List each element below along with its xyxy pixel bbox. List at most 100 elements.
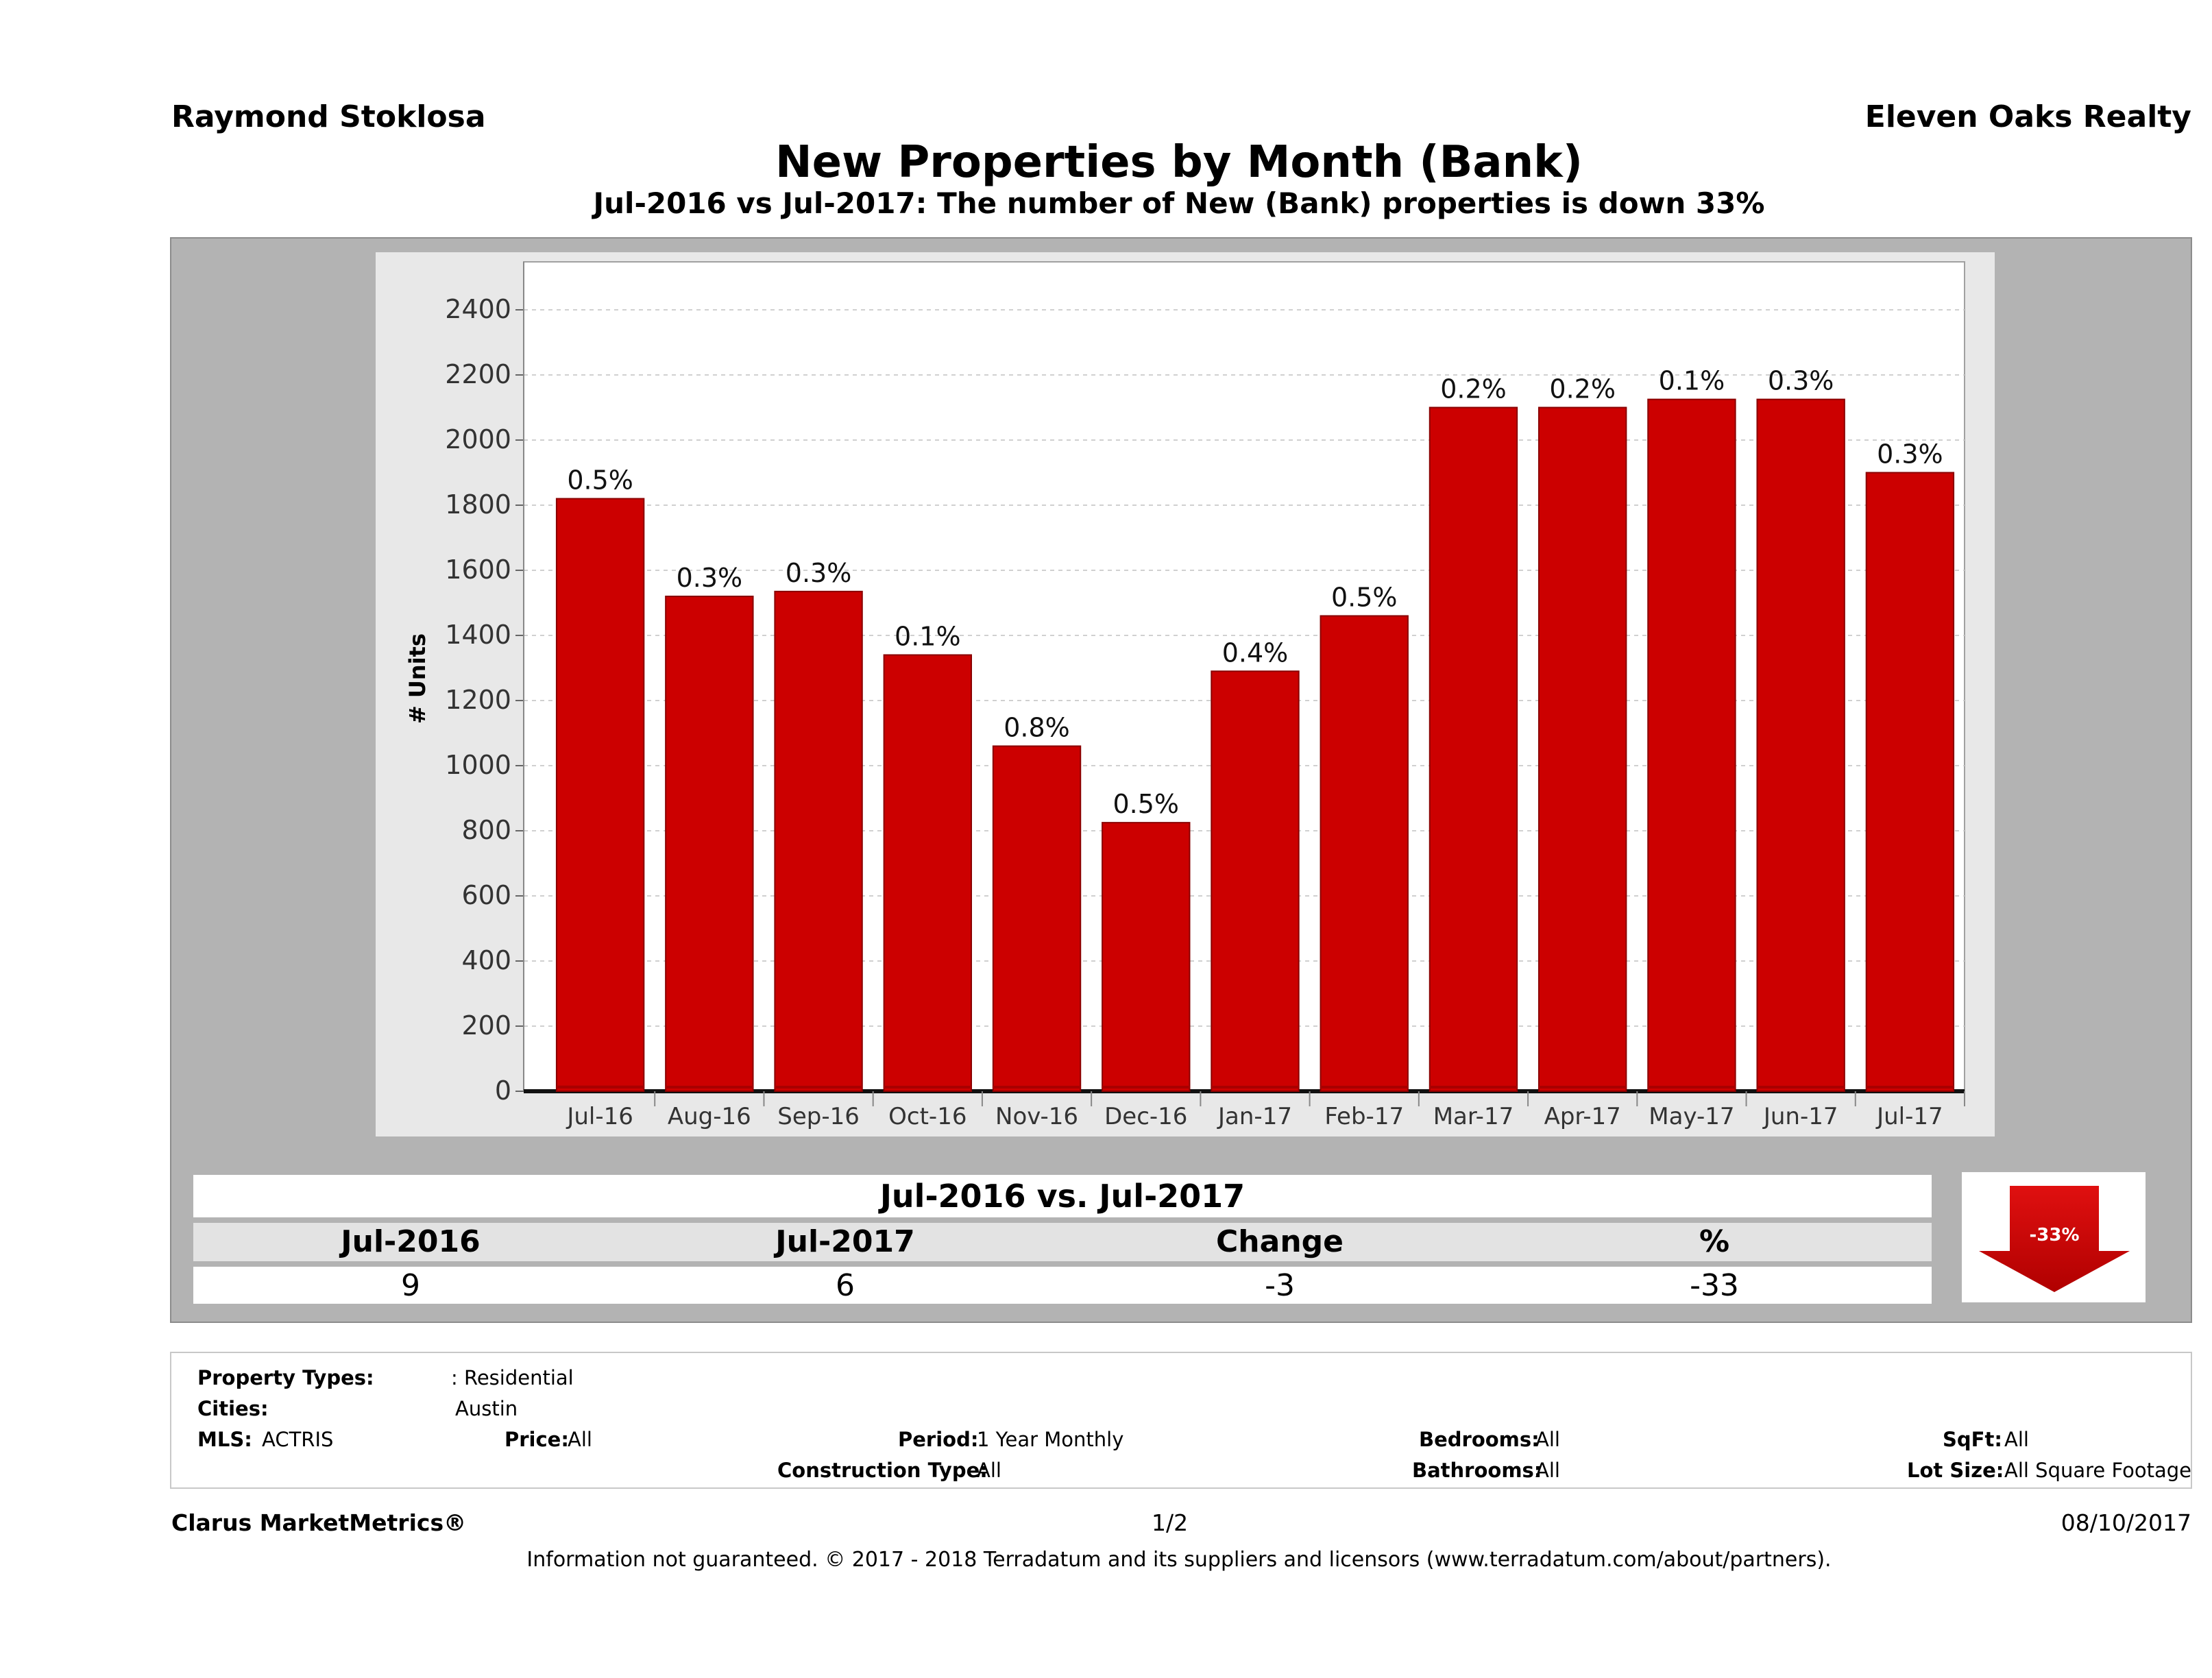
bar-bank-segment bbox=[666, 1086, 753, 1089]
bar bbox=[555, 498, 645, 1092]
comparison-value-jul2017: 6 bbox=[836, 1268, 855, 1303]
bar bbox=[992, 745, 1082, 1092]
bar bbox=[1320, 615, 1409, 1092]
bar-bank-segment bbox=[1648, 1086, 1736, 1089]
period-label: Period: bbox=[898, 1428, 979, 1451]
x-tick-label: Aug-16 bbox=[668, 1103, 751, 1130]
period-value: 1 Year Monthly bbox=[977, 1428, 1124, 1451]
mls-label: MLS: bbox=[197, 1428, 252, 1451]
bathrooms-value: All bbox=[1535, 1459, 1560, 1482]
bar-data-label: 0.5% bbox=[567, 465, 633, 496]
y-tick-label: 1200 bbox=[445, 685, 511, 715]
bar bbox=[1538, 406, 1627, 1092]
bar-bank-segment bbox=[1866, 1086, 1954, 1089]
bar-bank-segment bbox=[1757, 1086, 1845, 1089]
footer-disclaimer: Information not guaranteed. © 2017 - 201… bbox=[526, 1548, 1832, 1572]
bedrooms-value: All bbox=[1535, 1428, 1560, 1451]
construction-type-value: All bbox=[977, 1459, 1001, 1482]
lot-size-label: Lot Size: bbox=[1907, 1459, 2004, 1482]
y-tick-label: 2000 bbox=[445, 424, 511, 454]
bar bbox=[883, 654, 972, 1092]
x-tick-label: Mar-17 bbox=[1433, 1103, 1514, 1130]
y-tick-label: 1800 bbox=[445, 489, 511, 520]
y-axis-label: # Units bbox=[404, 633, 430, 724]
comparison-header-percent: % bbox=[1699, 1224, 1730, 1259]
filter-panel bbox=[170, 1352, 2192, 1489]
cities-value: Austin bbox=[455, 1397, 518, 1420]
bar-bank-segment bbox=[1539, 1086, 1627, 1089]
x-tick-label: Apr-17 bbox=[1544, 1103, 1621, 1130]
y-tick-label: 200 bbox=[461, 1010, 511, 1041]
bar bbox=[1865, 472, 1955, 1092]
x-tick-label: Nov-16 bbox=[995, 1103, 1078, 1130]
price-value: All bbox=[568, 1428, 592, 1451]
x-tick-label: Dec-16 bbox=[1104, 1103, 1187, 1130]
bar bbox=[1756, 398, 1845, 1092]
down-arrow-icon: -33% bbox=[1979, 1186, 2130, 1292]
comparison-header-jul2016: Jul-2016 bbox=[341, 1224, 481, 1259]
x-tick-label: Jan-17 bbox=[1217, 1103, 1292, 1130]
bar-data-label: 0.1% bbox=[895, 622, 961, 652]
comparison-value-change: -3 bbox=[1265, 1268, 1295, 1303]
y-tick-label: 1400 bbox=[445, 620, 511, 650]
bar-data-label: 0.5% bbox=[1331, 583, 1398, 613]
bar-data-label: 0.3% bbox=[786, 558, 852, 588]
price-label: Price: bbox=[505, 1428, 569, 1451]
bar-data-label: 0.2% bbox=[1440, 374, 1507, 404]
footer-brand: Clarus MarketMetrics® bbox=[171, 1509, 467, 1536]
sqft-label: SqFt: bbox=[1943, 1428, 2002, 1451]
property-types-label: Property Types: bbox=[197, 1366, 374, 1389]
y-tick-label: 1600 bbox=[445, 555, 511, 585]
cities-label: Cities: bbox=[197, 1397, 269, 1420]
property-types-value: : Residential bbox=[451, 1366, 574, 1389]
bar bbox=[1211, 670, 1300, 1092]
x-tick-label: Jul-16 bbox=[566, 1103, 633, 1130]
bar-data-label: 0.8% bbox=[1004, 713, 1070, 743]
bar-bank-segment bbox=[775, 1086, 862, 1089]
bedrooms-label: Bedrooms: bbox=[1419, 1428, 1540, 1451]
brokerage-name: Eleven Oaks Realty bbox=[1864, 99, 2191, 134]
bar-data-label: 0.3% bbox=[1768, 366, 1834, 396]
bar bbox=[1429, 406, 1518, 1092]
y-tick-label: 0 bbox=[495, 1075, 511, 1106]
x-tick-label: Oct-16 bbox=[888, 1103, 967, 1130]
y-tick-label: 800 bbox=[461, 815, 511, 845]
footer-page-number: 1/2 bbox=[1152, 1509, 1189, 1536]
bar-bank-segment bbox=[1429, 1086, 1518, 1089]
bar bbox=[774, 590, 863, 1092]
comparison-header-row: Jul-2016 Jul-2017 Change % bbox=[193, 1223, 1932, 1261]
bar-data-label: 0.1% bbox=[1659, 366, 1725, 396]
bar-bank-segment bbox=[884, 1086, 971, 1089]
y-tick-label: 400 bbox=[461, 945, 511, 975]
bar-bank-segment bbox=[1211, 1086, 1299, 1089]
comparison-value-jul2016: 9 bbox=[401, 1268, 420, 1303]
bar-bank-segment bbox=[1102, 1086, 1190, 1089]
construction-type-label: Construction Type: bbox=[777, 1459, 988, 1482]
bar-bank-segment bbox=[993, 1086, 1081, 1089]
bar bbox=[665, 596, 754, 1092]
bar-data-label: 0.3% bbox=[677, 563, 743, 593]
comparison-header-jul2017: Jul-2017 bbox=[775, 1224, 915, 1259]
comparison-value-percent: -33 bbox=[1690, 1268, 1739, 1303]
comparison-header-change: Change bbox=[1216, 1224, 1344, 1259]
comparison-title: Jul-2016 vs. Jul-2017 bbox=[193, 1175, 1932, 1217]
y-tick-label: 600 bbox=[461, 880, 511, 910]
bar-bank-segment bbox=[1320, 1086, 1408, 1089]
change-badge-label: -33% bbox=[2029, 1225, 2079, 1245]
y-tick-label: 2400 bbox=[445, 294, 511, 324]
x-tick-label: May-17 bbox=[1649, 1103, 1734, 1130]
x-tick-label: Jul-17 bbox=[1875, 1103, 1943, 1130]
y-tick-label: 1000 bbox=[445, 750, 511, 780]
bathrooms-label: Bathrooms: bbox=[1412, 1459, 1542, 1482]
change-badge: -33% bbox=[1962, 1172, 2146, 1302]
chart-title: New Properties by Month (Bank) bbox=[775, 137, 1583, 188]
bar bbox=[1647, 398, 1736, 1092]
bar-bank-segment bbox=[556, 1085, 644, 1089]
chart-subtitle: Jul-2016 vs Jul-2017: The number of New … bbox=[593, 186, 1765, 220]
footer-date: 08/10/2017 bbox=[2061, 1509, 2191, 1536]
bar-data-label: 0.2% bbox=[1549, 374, 1616, 404]
x-tick-label: Jun-17 bbox=[1762, 1103, 1838, 1130]
sqft-value: All bbox=[2004, 1428, 2029, 1451]
bar-data-label: 0.3% bbox=[1877, 439, 1943, 470]
